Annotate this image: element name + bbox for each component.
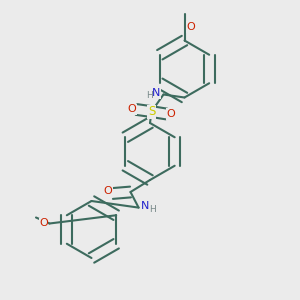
Text: N: N [141, 201, 149, 211]
Text: H: H [146, 92, 152, 100]
Text: O: O [128, 104, 136, 115]
Text: N: N [152, 88, 160, 98]
Text: O: O [167, 109, 176, 119]
Text: H: H [149, 205, 156, 214]
Text: S: S [148, 105, 155, 118]
Text: O: O [186, 22, 195, 32]
Text: O: O [39, 218, 48, 229]
Text: O: O [103, 185, 112, 196]
